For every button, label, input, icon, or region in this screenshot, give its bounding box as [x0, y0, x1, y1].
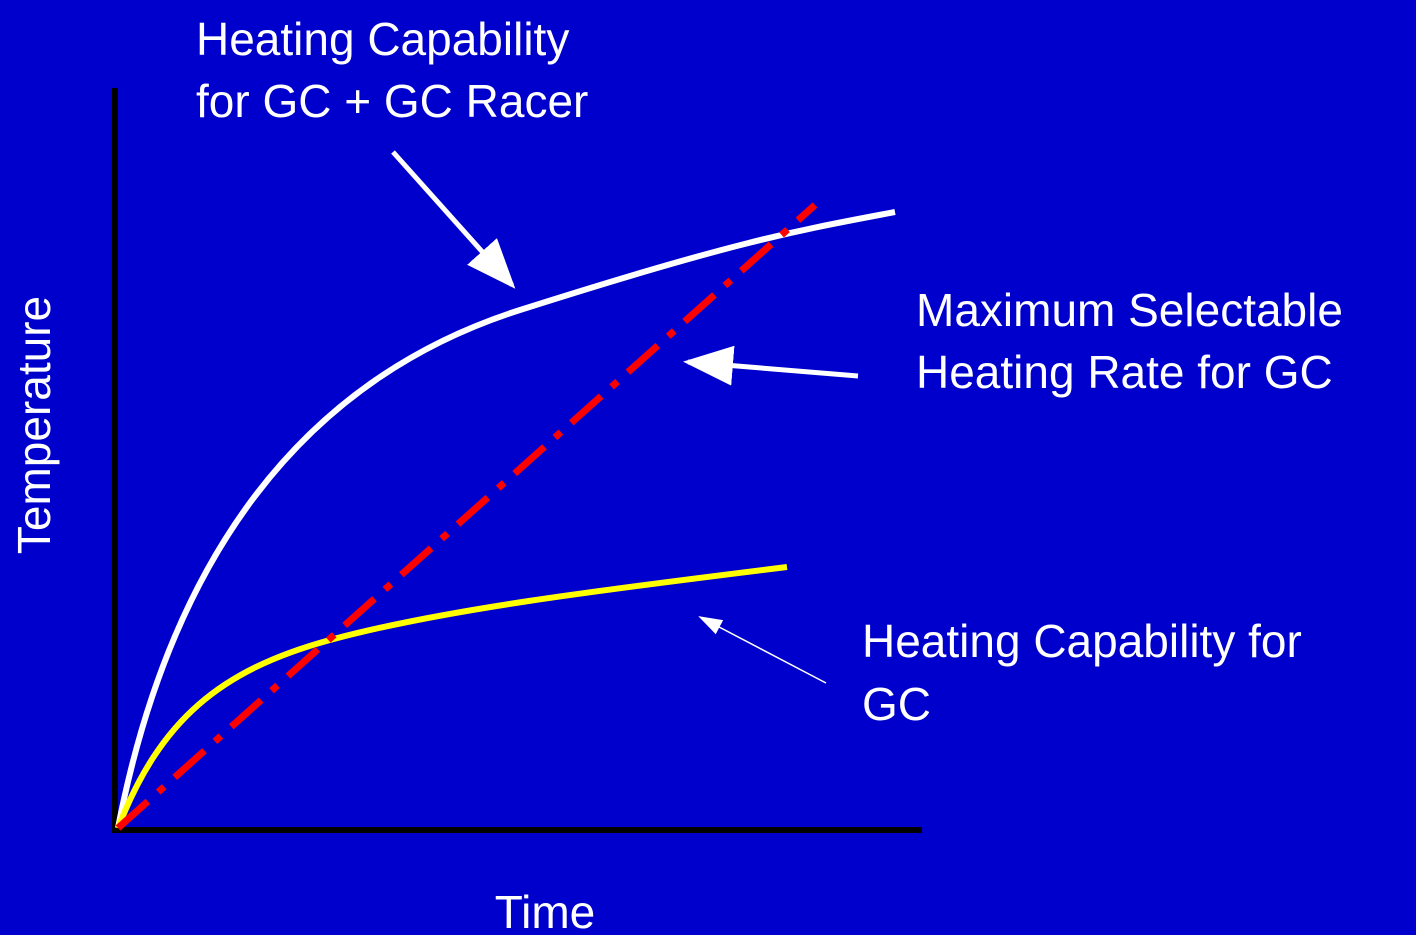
- x-axis-label: Time: [495, 886, 596, 935]
- arrow: [698, 616, 827, 684]
- max-rate-line: [115, 202, 818, 831]
- annotation: for GC + GC Racer: [196, 75, 588, 127]
- gc-curve: [115, 564, 788, 830]
- annotation: Heating Capability: [196, 13, 569, 65]
- annotation: Heating Rate for GC: [916, 346, 1333, 398]
- annotation: Heating Capability for: [862, 615, 1302, 667]
- y-axis-label: Temperature: [8, 296, 60, 554]
- arrow: [683, 345, 859, 386]
- annotation: GC: [862, 678, 931, 730]
- arrow: [391, 150, 516, 289]
- gc-racer-curve: [115, 209, 896, 829]
- annotation: Maximum Selectable: [916, 284, 1343, 336]
